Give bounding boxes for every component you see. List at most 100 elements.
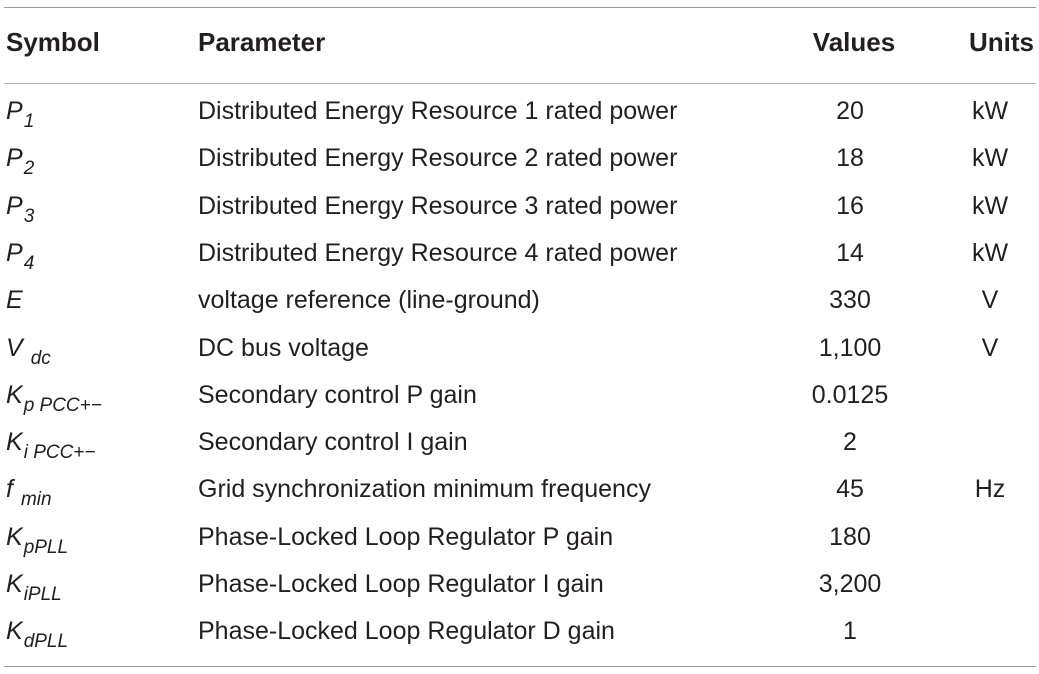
symbol-main: P <box>6 191 23 220</box>
table-row: P3 Distributed Energy Resource 3 rated po… <box>4 183 1036 230</box>
unit-cell <box>949 419 1031 466</box>
unit-cell: Hz <box>974 475 1006 504</box>
symbol-main: E <box>6 286 23 315</box>
symbol: f min <box>6 475 52 510</box>
unit-cell <box>949 561 1031 608</box>
symbol-cell: f min <box>6 466 191 513</box>
unit-cell <box>949 608 1031 655</box>
symbol-cell: P3 <box>6 183 191 230</box>
symbol: Kp PCC+− <box>6 380 102 416</box>
value-cell: 0.0125 <box>811 380 889 409</box>
value-cell: 20 <box>836 97 864 125</box>
symbol-main: V <box>6 333 23 362</box>
symbol-cell: Kp PCC+− <box>6 372 191 419</box>
symbol-main: K <box>6 570 23 598</box>
table-row: P4 Distributed Energy Resource 4 rated po… <box>4 230 1036 277</box>
unit-cell: kW <box>971 191 1009 220</box>
symbol: P1 <box>6 97 34 132</box>
unit-cell: V <box>981 333 999 362</box>
symbol: KiPLL <box>6 570 62 605</box>
unit-cell: kW <box>971 97 1009 125</box>
symbol-main: K <box>6 617 23 646</box>
symbol-subscript: 4 <box>23 252 35 274</box>
symbol-cell: KpPLL <box>6 514 191 561</box>
header-values: Values <box>812 26 896 57</box>
symbol-main: K <box>6 380 23 409</box>
symbol-subscript: dc <box>30 347 51 369</box>
symbol-subscript: 2 <box>23 158 35 180</box>
table-row: P2 Distributed Energy Resource 2 rated po… <box>4 135 1036 182</box>
symbol-cell: Ki PCC+− <box>6 419 191 466</box>
unit-cell: kW <box>971 238 1009 267</box>
table-row: KpPLL Phase-Locked Loop Regulator P gain 1… <box>4 514 1036 561</box>
value-cell: 180 <box>829 522 871 551</box>
table-header-row: Symbol Parameter Values Units <box>4 19 1036 65</box>
symbol-subscript: p PCC+− <box>23 394 102 416</box>
symbol-subscript: dPLL <box>23 631 69 653</box>
header-parameter: Parameter <box>198 26 326 57</box>
value-cell: 3,200 <box>818 570 882 598</box>
table-row: P1 Distributed Energy Resource 1 rated po… <box>4 88 1036 135</box>
symbol-subscript: iPLL <box>23 584 62 605</box>
symbol-main: P <box>6 144 23 173</box>
symbol-cell: KiPLL <box>6 561 191 608</box>
symbol-main: P <box>6 97 23 125</box>
symbol: P3 <box>6 191 34 227</box>
symbol-subscript: i PCC+− <box>23 442 96 464</box>
symbol: P2 <box>6 144 34 179</box>
parameter-cell: DC bus voltage <box>198 333 369 362</box>
bottom-rule <box>4 666 1036 667</box>
symbol-subscript: min <box>20 489 52 511</box>
parameter-cell: voltage reference (line-ground) <box>198 286 540 315</box>
symbol-subscript: 3 <box>23 205 35 227</box>
header-rule <box>4 83 1036 84</box>
symbol-subscript: 1 <box>23 111 35 132</box>
symbol: KdPLL <box>6 617 68 652</box>
table-row: f min Grid synchronization minimum frequen… <box>4 466 1036 513</box>
symbol: KpPLL <box>6 522 68 558</box>
table-row: Kp PCC+− Secondary control P gain 0.0125 <box>4 372 1036 419</box>
parameter-cell: Secondary control I gain <box>198 428 468 457</box>
symbol-cell: P4 <box>6 230 191 277</box>
parameter-cell: Phase-Locked Loop Regulator P gain <box>198 522 614 551</box>
table-row: KiPLL Phase-Locked Loop Regulator I gain 3… <box>4 561 1036 608</box>
value-cell: 14 <box>836 238 864 267</box>
parameter-cell: Phase-Locked Loop Regulator I gain <box>198 570 604 598</box>
symbol-cell: P1 <box>6 88 191 135</box>
symbol-main: P <box>6 238 23 267</box>
parameter-cell: Secondary control P gain <box>198 380 477 409</box>
parameter-cell: Phase-Locked Loop Regulator D gain <box>198 617 615 646</box>
symbol-subscript: pPLL <box>23 536 69 558</box>
symbol: P4 <box>6 238 34 274</box>
symbol-cell: E <box>6 277 191 324</box>
unit-cell <box>949 514 1031 561</box>
symbol-cell: P2 <box>6 135 191 182</box>
value-cell: 2 <box>843 428 857 457</box>
unit-cell <box>949 372 1031 419</box>
unit-cell: V <box>981 286 999 315</box>
parameter-cell: Distributed Energy Resource 1 rated powe… <box>198 97 678 125</box>
top-rule <box>4 7 1036 8</box>
unit-cell: kW <box>971 144 1009 173</box>
table-row: KdPLL Phase-Locked Loop Regulator D gain 1 <box>4 608 1036 655</box>
parameter-cell: Distributed Energy Resource 4 rated powe… <box>198 238 678 267</box>
header-symbol: Symbol <box>6 26 100 57</box>
symbol-cell: KdPLL <box>6 608 191 655</box>
symbol-main: K <box>6 522 23 551</box>
symbol-main: K <box>6 428 23 457</box>
table-row: Ki PCC+− Secondary control I gain 2 <box>4 419 1036 466</box>
value-cell: 1,100 <box>818 333 882 362</box>
parameter-cell: Distributed Energy Resource 3 rated powe… <box>198 191 678 220</box>
value-cell: 1 <box>843 617 857 646</box>
symbol-main: f <box>6 475 13 504</box>
parameter-cell: Grid synchronization minimum frequency <box>198 475 651 504</box>
value-cell: 16 <box>836 191 864 220</box>
header-units: Units <box>969 26 1034 57</box>
value-cell: 45 <box>836 475 864 504</box>
symbol: Ki PCC+− <box>6 428 96 463</box>
value-cell: 330 <box>829 286 871 315</box>
parameter-cell: Distributed Energy Resource 2 rated powe… <box>198 144 678 173</box>
